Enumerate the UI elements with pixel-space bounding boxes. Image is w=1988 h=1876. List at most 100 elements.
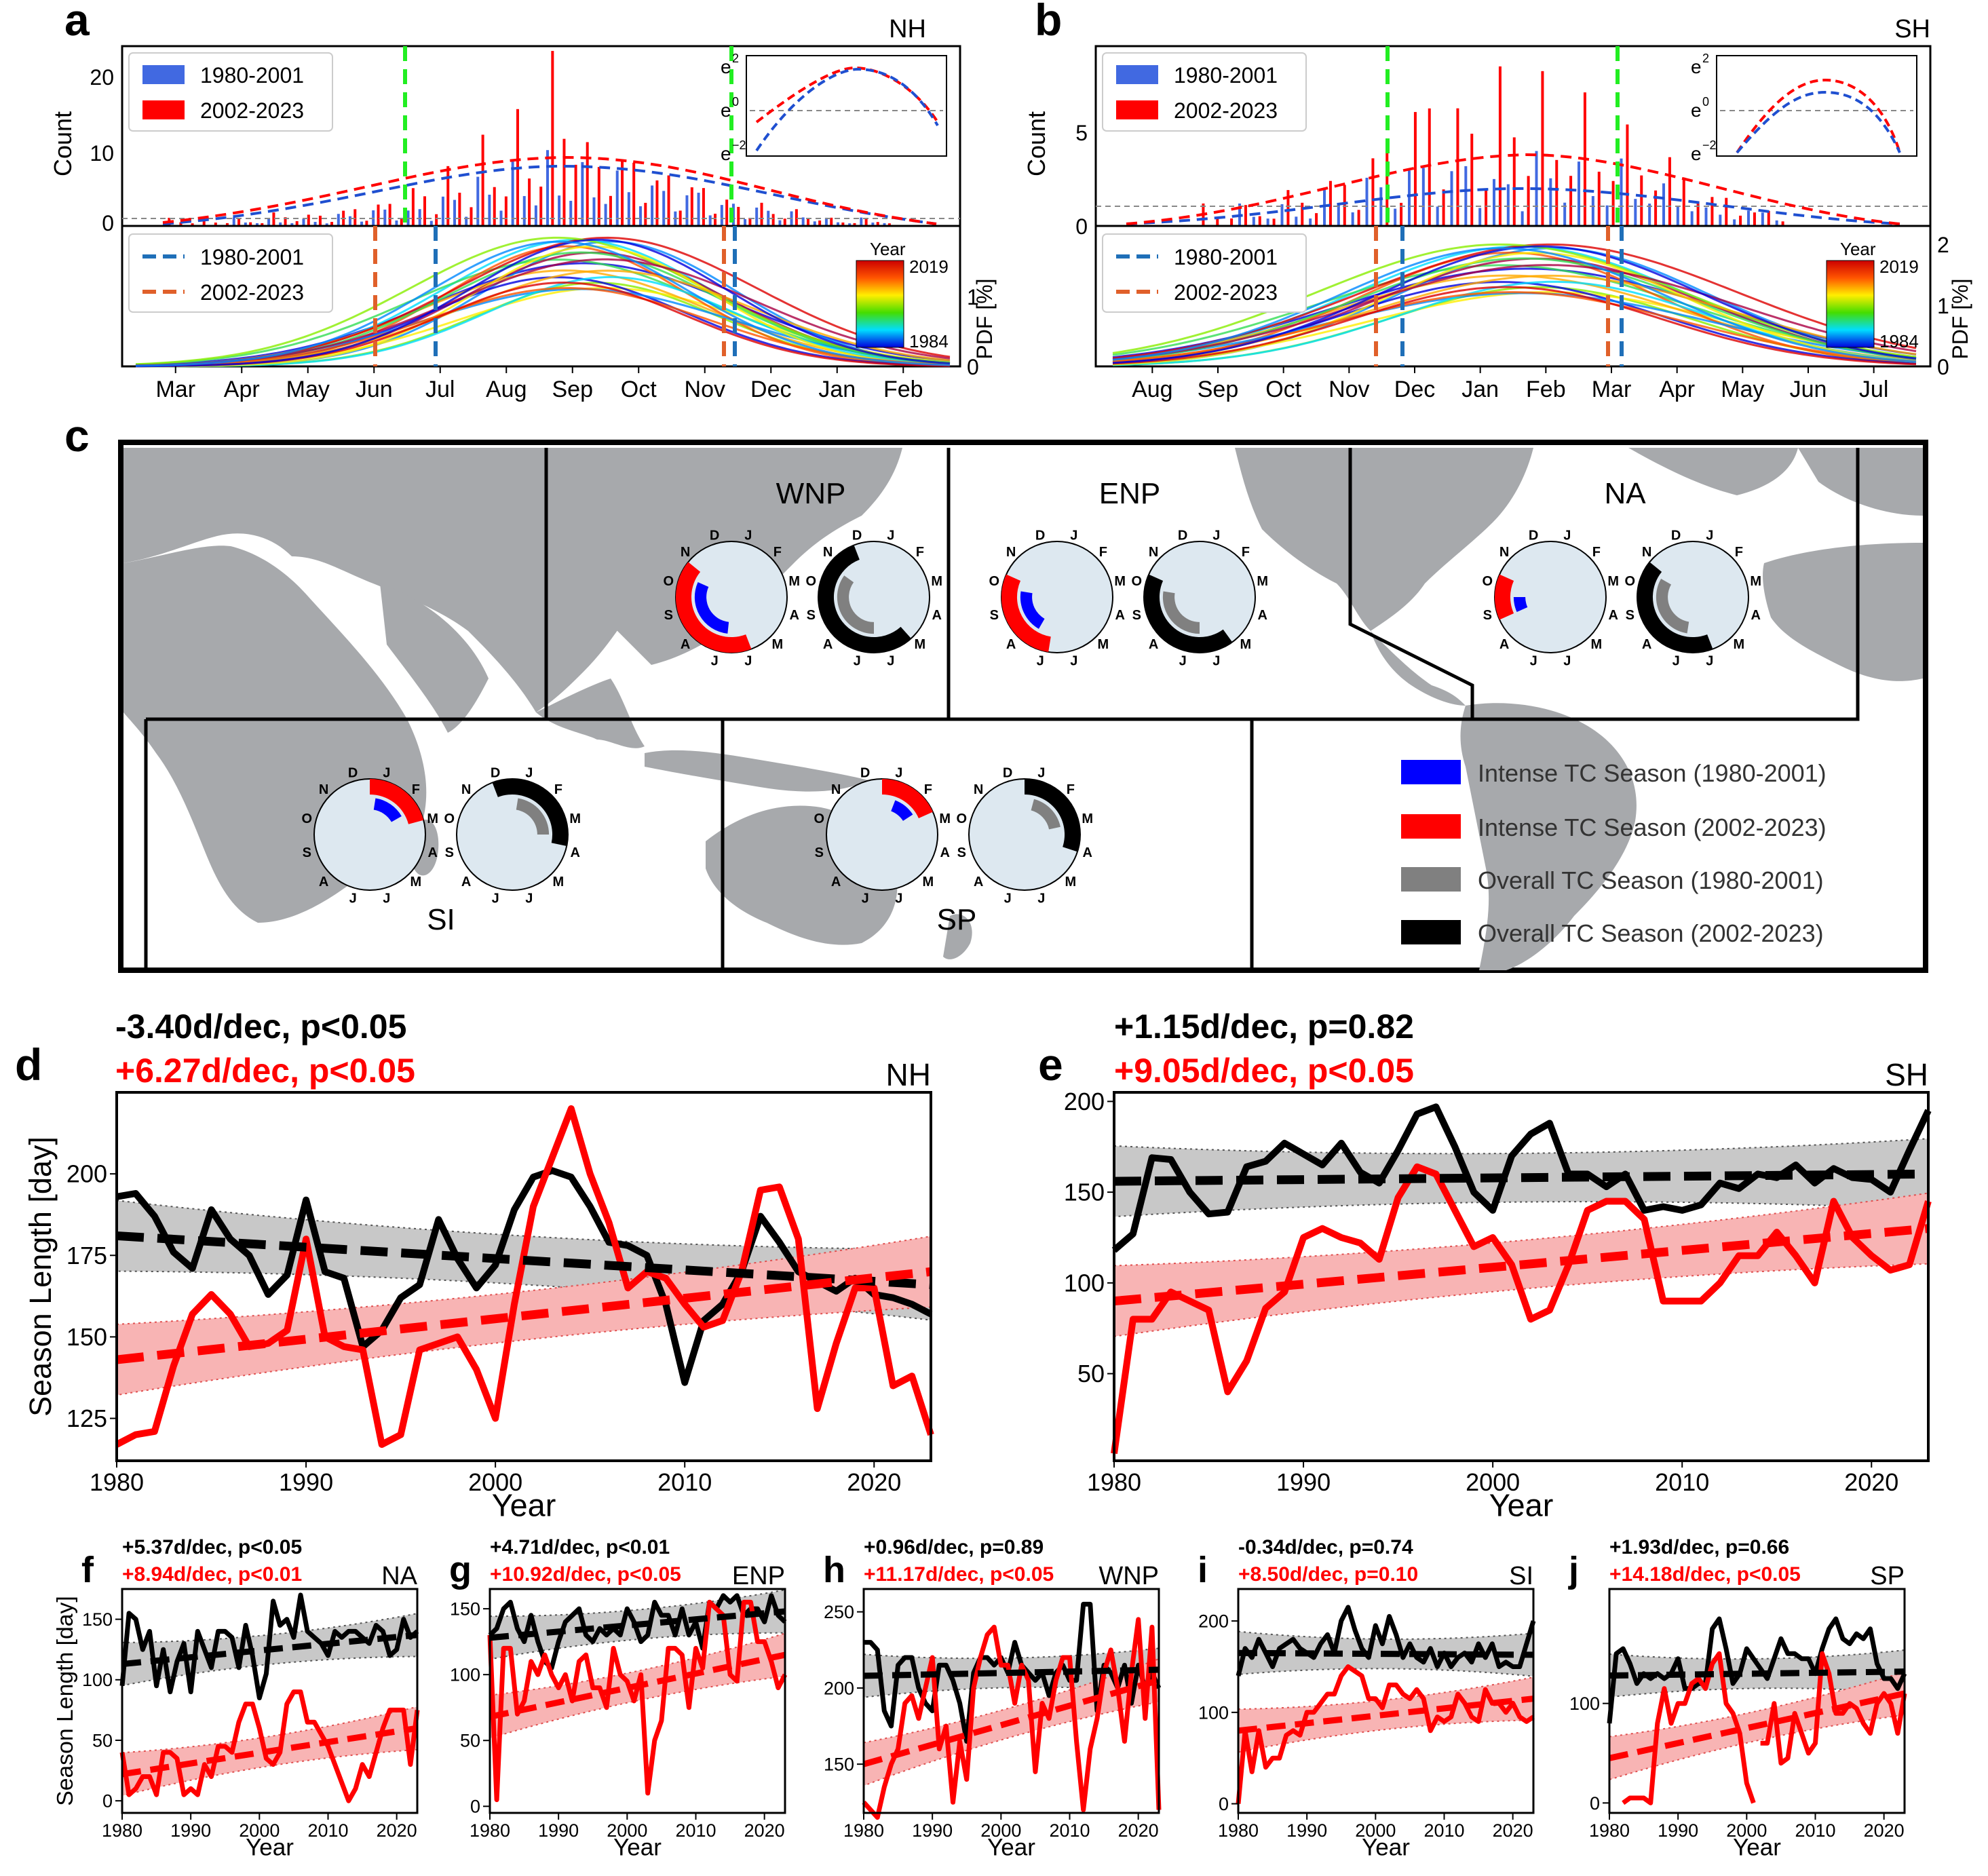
clock-month-label: D xyxy=(1671,528,1681,543)
panel-d-trend-black: -3.40d/dec, p<0.05 xyxy=(115,1008,406,1046)
clock-month-label: N xyxy=(319,782,328,797)
panel-a-cbar-bottom: 1984 xyxy=(909,331,949,351)
month-label-may: May xyxy=(1721,377,1764,402)
pdf-curve xyxy=(136,245,951,368)
count-bar xyxy=(1634,199,1637,226)
month-label-may: May xyxy=(286,377,330,402)
x-tick-label: 2020 xyxy=(1118,1820,1159,1841)
count-bar xyxy=(446,166,450,226)
land-north-america xyxy=(1235,448,1533,631)
count-bar xyxy=(697,193,700,226)
x-tick-label: 1990 xyxy=(170,1820,211,1841)
count-bar xyxy=(1428,108,1431,226)
panel-j-trend-black: +1.93d/dec, p=0.66 xyxy=(1609,1536,1789,1558)
y-tick-label: 0 xyxy=(1590,1793,1600,1814)
panel-g-trend-red: +10.92d/dec, p<0.05 xyxy=(490,1563,681,1586)
panel-b-legend-bottom-0: 1980-2001 xyxy=(1174,245,1278,269)
clock-outer-arc xyxy=(370,779,424,824)
count-bar xyxy=(1597,172,1601,226)
pdf-curve xyxy=(1112,264,1917,360)
clock-inner-arc xyxy=(1162,591,1200,634)
trend-line-intense xyxy=(862,1677,1160,1767)
clock-month-label: N xyxy=(461,782,471,797)
clock-month-label: M xyxy=(923,875,934,889)
count-bar xyxy=(511,161,514,226)
count-bar xyxy=(302,218,305,226)
panel-a-ytick-0: 0 xyxy=(102,211,114,235)
inset-exp-bot: −2 xyxy=(1702,138,1717,152)
count-bar xyxy=(1506,184,1510,226)
y-tick-label: 100 xyxy=(1569,1693,1600,1714)
count-bar xyxy=(778,220,782,226)
clock-month-label: O xyxy=(956,811,967,826)
panel-a-legend-top-1: 2002-2023 xyxy=(200,98,304,123)
count-bar xyxy=(522,195,526,226)
trend-line-overall xyxy=(121,1632,418,1668)
clock-month-label: J xyxy=(1212,528,1220,543)
panel-h-trend-red: +11.17d/dec, p<0.05 xyxy=(864,1563,1054,1586)
clock-outer-arc xyxy=(882,779,933,818)
panel-a-ylabel: Count xyxy=(49,111,77,176)
month-label-dec: Dec xyxy=(750,377,791,402)
count-bar xyxy=(470,207,473,226)
month-label-apr: Apr xyxy=(1659,377,1695,402)
inset-e-top: e xyxy=(721,56,731,77)
y-tick-label: 150 xyxy=(1064,1179,1105,1206)
panel-a-fit-red xyxy=(162,155,937,225)
inset-exp-mid: 0 xyxy=(1702,95,1709,109)
count-bar xyxy=(493,187,496,226)
count-bar xyxy=(1739,215,1742,226)
clock-month-label: J xyxy=(1070,528,1077,543)
panel-b-cbar-title: Year xyxy=(1840,239,1876,259)
inset-exp-bot: −2 xyxy=(732,138,746,152)
clock-month-label: S xyxy=(1132,608,1141,623)
x-tick-label: 2020 xyxy=(377,1820,417,1841)
clock-month-label: F xyxy=(1099,545,1107,560)
count-bar xyxy=(1682,177,1685,226)
x-tick-label: 2010 xyxy=(1423,1820,1464,1841)
count-bar xyxy=(1230,218,1234,226)
panel-c-legend: Intense TC Season (1980-2001) Intense TC… xyxy=(1401,759,1827,947)
month-label-sep: Sep xyxy=(552,377,594,402)
count-bar xyxy=(284,217,287,226)
panel-h: +0.96d/dec, p=0.89 +11.17d/dec, p<0.05 h WN… xyxy=(823,1536,1162,1861)
count-bar xyxy=(307,214,310,226)
x-tick-label: 2010 xyxy=(657,1468,712,1496)
count-bar xyxy=(1258,216,1261,226)
count-bar xyxy=(191,223,194,226)
basin-boundaries xyxy=(144,448,1860,970)
series-line-intense2 xyxy=(1760,1651,1907,1766)
y-tick-label: 250 xyxy=(824,1602,854,1622)
count-bar xyxy=(318,215,322,226)
series-line-overall xyxy=(1607,1616,1907,1724)
y-tick-label: 200 xyxy=(824,1678,854,1698)
clock-month-label: N xyxy=(1149,545,1158,560)
clock-month-label: J xyxy=(1037,892,1045,906)
count-bar xyxy=(853,223,856,226)
clock-month-label: O xyxy=(805,574,816,589)
panel-b-pdf-2: 2 xyxy=(1937,233,1949,257)
y-tick-label: 200 xyxy=(66,1160,107,1188)
clock-month-label: F xyxy=(412,782,420,797)
count-bar xyxy=(1413,112,1417,226)
count-bar xyxy=(795,209,798,226)
count-bar xyxy=(597,167,600,226)
panel-f-region: NA xyxy=(381,1562,417,1590)
count-bar xyxy=(638,206,642,226)
count-bar xyxy=(1371,158,1375,226)
month-label-jun: Jun xyxy=(1790,377,1827,402)
pdf-curve xyxy=(135,269,951,367)
panel-a-ytick-20: 20 xyxy=(90,65,114,90)
trend-line-intense xyxy=(116,1267,932,1364)
panel-j: +1.93d/dec, p=0.66 +14.18d/dec, p<0.05 j SP… xyxy=(1568,1536,1907,1861)
count-bar xyxy=(1498,66,1502,226)
trend-line-intense xyxy=(1609,1690,1905,1761)
x-tick-label: 2010 xyxy=(307,1820,348,1841)
count-bar xyxy=(720,205,723,226)
count-bar xyxy=(395,220,398,226)
clock-month-label: N xyxy=(681,545,690,560)
